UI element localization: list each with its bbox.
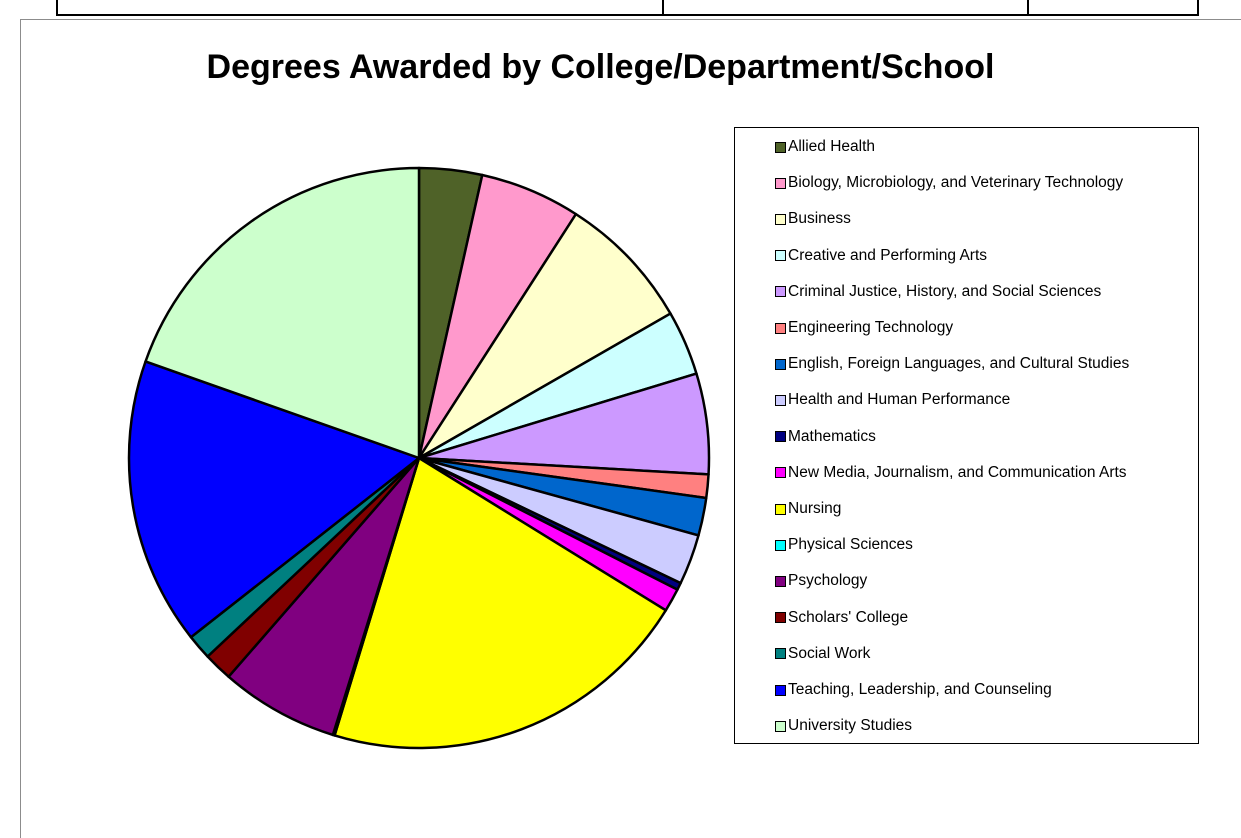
legend-label: Physical Sciences <box>788 536 913 554</box>
chart-title: Degrees Awarded by College/Department/Sc… <box>206 48 995 86</box>
legend-label: University Studies <box>788 717 913 735</box>
legend-label: English, Foreign Languages, and Cultural… <box>788 355 1130 373</box>
legend-swatch <box>775 141 786 153</box>
legend-item: Business <box>775 209 851 229</box>
legend-item: English, Foreign Languages, and Cultural… <box>775 354 1129 374</box>
legend-swatch <box>775 358 786 370</box>
legend-label: Business <box>788 210 851 228</box>
pie-slice-2 <box>417 212 672 460</box>
legend-label: Nursing <box>788 500 842 517</box>
legend-label: Mathematics <box>788 427 876 445</box>
chart-area <box>20 19 1241 838</box>
legend-item: Criminal Justice, History, and Social Sc… <box>775 282 1101 302</box>
chart-legend: Allied Health Biology, Microbiology, and … <box>734 127 1199 744</box>
legend-item: Nursing <box>775 499 841 519</box>
legend-item: Scholars' College <box>775 608 908 628</box>
legend-swatch <box>775 720 786 732</box>
legend-swatch <box>775 431 786 443</box>
legend-label: Psychology <box>788 572 868 590</box>
legend-label: Scholars' College <box>788 608 909 626</box>
legend-item: Psychology <box>775 571 867 591</box>
legend-label: Health and Human Performance <box>788 391 1011 409</box>
legend-label: Biology, Microbiology, and Veterinary Te… <box>788 174 1124 192</box>
legend-swatch <box>775 177 786 189</box>
legend-swatch <box>775 612 786 624</box>
legend-item: Mathematics <box>775 427 876 447</box>
legend-label: Engineering Technology <box>788 319 954 336</box>
legend-label: Creative and Performing Arts <box>788 246 988 264</box>
table-cell-divider <box>662 0 664 14</box>
legend-swatch <box>775 503 786 515</box>
legend-swatch <box>775 250 786 262</box>
legend-swatch <box>775 467 786 479</box>
legend-swatch <box>775 213 786 225</box>
legend-item: Teaching, Leadership, and Counseling <box>775 680 1052 700</box>
legend-item: University Studies <box>775 716 912 736</box>
legend-swatch <box>775 539 786 551</box>
legend-label: Criminal Justice, History, and Social Sc… <box>788 282 1102 300</box>
legend-item: New Media, Journalism, and Communication… <box>775 463 1127 483</box>
top-table-fragment <box>56 0 1199 16</box>
legend-label: Social Work <box>788 644 871 662</box>
legend-item: Social Work <box>775 644 870 664</box>
legend-item: Physical Sciences <box>775 535 913 555</box>
legend-swatch <box>775 322 786 334</box>
legend-swatch <box>775 575 786 587</box>
legend-label: Allied Health <box>788 138 876 155</box>
pie-slice-10 <box>333 456 668 750</box>
legend-label: New Media, Journalism, and Communication… <box>788 463 1127 481</box>
pie-chart <box>127 166 711 750</box>
legend-item: Allied Health <box>775 137 875 157</box>
pie-slice-16 <box>144 166 421 460</box>
legend-swatch <box>775 648 786 660</box>
legend-swatch <box>775 286 786 298</box>
legend-item: Health and Human Performance <box>775 390 1010 410</box>
legend-item: Creative and Performing Arts <box>775 246 987 266</box>
legend-item: Biology, Microbiology, and Veterinary Te… <box>775 173 1123 193</box>
table-cell-divider <box>1027 0 1029 14</box>
legend-swatch <box>775 394 786 406</box>
pie-slice-12 <box>227 456 421 737</box>
legend-swatch <box>775 684 786 696</box>
pie-slice-15 <box>127 360 421 639</box>
legend-label: Teaching, Leadership, and Counseling <box>788 681 1052 698</box>
legend-item: Engineering Technology <box>775 318 953 338</box>
